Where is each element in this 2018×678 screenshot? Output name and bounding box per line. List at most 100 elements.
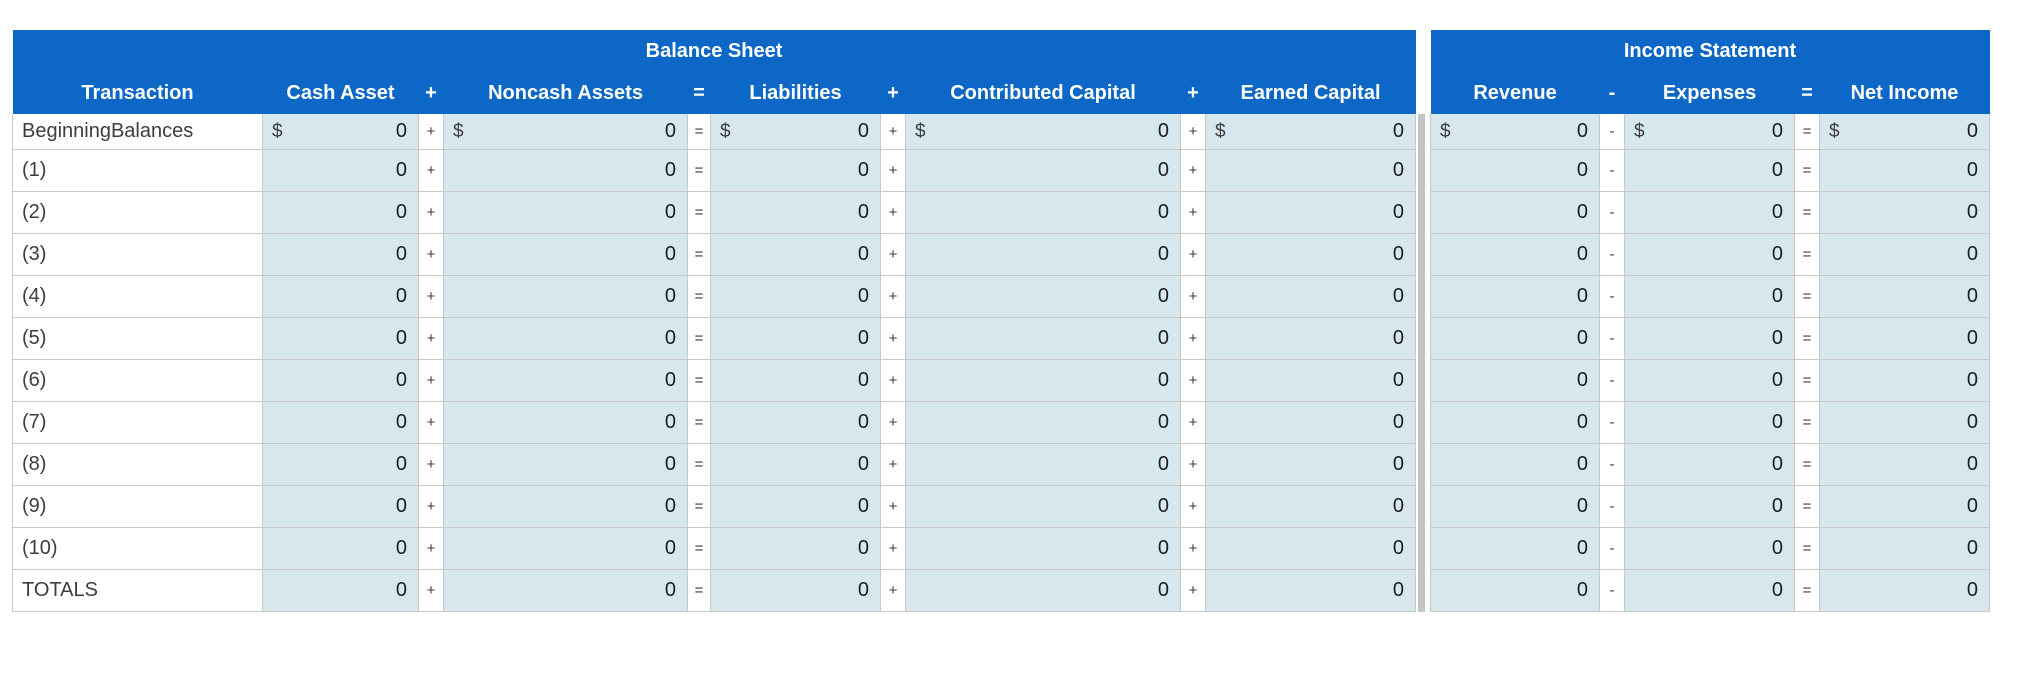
cell-liabilities[interactable]: 0 (710, 317, 881, 360)
cell-earned-capital[interactable]: 0 (1204, 359, 1417, 402)
cell-net-income[interactable]: $0 (1819, 114, 1991, 150)
cell-liabilities[interactable]: 0 (710, 443, 881, 486)
cell-liabilities[interactable]: 0 (710, 191, 881, 234)
cell-earned-capital[interactable]: 0 (1204, 275, 1417, 318)
cell-liabilities[interactable]: 0 (710, 485, 881, 528)
cell-liabilities[interactable]: 0 (710, 569, 881, 612)
cell-cash-asset[interactable]: 0 (262, 275, 419, 318)
cell-expenses[interactable]: 0 (1624, 191, 1796, 234)
cell-revenue[interactable]: 0 (1430, 191, 1601, 234)
cell-expenses[interactable]: 0 (1624, 401, 1796, 444)
cell-net-income[interactable]: 0 (1819, 569, 1991, 612)
cell-liabilities[interactable]: 0 (710, 233, 881, 276)
cell-expenses[interactable]: 0 (1624, 569, 1796, 612)
cell-revenue[interactable]: 0 (1430, 359, 1601, 402)
cell-noncash-assets[interactable]: 0 (443, 401, 688, 444)
cell-earned-capital[interactable]: $0 (1204, 114, 1417, 150)
cell-revenue[interactable]: 0 (1430, 485, 1601, 528)
cell-earned-capital[interactable]: 0 (1204, 149, 1417, 192)
cell-noncash-assets[interactable]: 0 (443, 527, 688, 570)
balance-sheet-row: (8) 0 +0 = 0 +0 +0 (12, 443, 1417, 486)
cell-noncash-assets[interactable]: $0 (443, 114, 688, 150)
cell-net-income[interactable]: 0 (1819, 275, 1991, 318)
cell-cash-asset[interactable]: 0 (262, 233, 419, 276)
cell-contributed-capital[interactable]: 0 (905, 527, 1181, 570)
cell-revenue[interactable]: 0 (1430, 569, 1601, 612)
cell-earned-capital[interactable]: 0 (1204, 233, 1417, 276)
cell-expenses[interactable]: 0 (1624, 485, 1796, 528)
cell-earned-capital[interactable]: 0 (1204, 485, 1417, 528)
cell-revenue[interactable]: $0 (1430, 114, 1601, 150)
cell-net-income[interactable]: 0 (1819, 149, 1991, 192)
cell-contributed-capital[interactable]: 0 (905, 317, 1181, 360)
cell-net-income[interactable]: 0 (1819, 191, 1991, 234)
cell-revenue[interactable]: 0 (1430, 401, 1601, 444)
cell-net-income[interactable]: 0 (1819, 401, 1991, 444)
cell-earned-capital[interactable]: 0 (1204, 191, 1417, 234)
cell-liabilities[interactable]: 0 (710, 149, 881, 192)
cell-earned-capital[interactable]: 0 (1204, 317, 1417, 360)
cell-expenses[interactable]: 0 (1624, 233, 1796, 276)
cell-expenses[interactable]: 0 (1624, 275, 1796, 318)
cell-net-income[interactable]: 0 (1819, 317, 1991, 360)
cell-net-income[interactable]: 0 (1819, 359, 1991, 402)
row-label: TOTALS (12, 569, 263, 612)
cell-cash-asset[interactable]: 0 (262, 569, 419, 612)
cell-net-income[interactable]: 0 (1819, 527, 1991, 570)
cell-earned-capital[interactable]: 0 (1204, 401, 1417, 444)
cell-cash-asset[interactable]: 0 (262, 149, 419, 192)
cell-noncash-assets[interactable]: 0 (443, 275, 688, 318)
cell-cash-asset[interactable]: 0 (262, 317, 419, 360)
cell-net-income[interactable]: 0 (1819, 485, 1991, 528)
cell-noncash-assets[interactable]: 0 (443, 569, 688, 612)
cell-contributed-capital[interactable]: 0 (905, 401, 1181, 444)
cell-revenue[interactable]: 0 (1430, 317, 1601, 360)
cell-contributed-capital[interactable]: 0 (905, 191, 1181, 234)
cell-net-income[interactable]: 0 (1819, 233, 1991, 276)
cell-earned-capital[interactable]: 0 (1204, 569, 1417, 612)
cell-noncash-assets[interactable]: 0 (443, 149, 688, 192)
cell-contributed-capital[interactable]: 0 (905, 275, 1181, 318)
cell-liabilities[interactable]: 0 (710, 527, 881, 570)
cell-contributed-capital[interactable]: 0 (905, 569, 1181, 612)
cell-contributed-capital[interactable]: 0 (905, 443, 1181, 486)
cell-earned-capital[interactable]: 0 (1204, 443, 1417, 486)
cell-expenses[interactable]: 0 (1624, 359, 1796, 402)
cell-revenue[interactable]: 0 (1430, 527, 1601, 570)
cell-liabilities[interactable]: $0 (710, 114, 881, 150)
cell-expenses[interactable]: $0 (1624, 114, 1796, 150)
cell-noncash-assets[interactable]: 0 (443, 317, 688, 360)
cell-cash-asset[interactable]: 0 (262, 191, 419, 234)
cell-revenue[interactable]: 0 (1430, 275, 1601, 318)
currency-symbol: $ (453, 120, 464, 142)
cell-cash-asset[interactable]: $0 (262, 114, 419, 150)
cell-contributed-capital[interactable]: 0 (905, 149, 1181, 192)
cell-cash-asset[interactable]: 0 (262, 527, 419, 570)
cell-cash-asset[interactable]: 0 (262, 359, 419, 402)
cell-noncash-assets[interactable]: 0 (443, 359, 688, 402)
cell-expenses[interactable]: 0 (1624, 317, 1796, 360)
cell-noncash-assets[interactable]: 0 (443, 233, 688, 276)
cell-revenue[interactable]: 0 (1430, 233, 1601, 276)
cell-contributed-capital[interactable]: 0 (905, 485, 1181, 528)
cell-liabilities[interactable]: 0 (710, 275, 881, 318)
cell-expenses[interactable]: 0 (1624, 149, 1796, 192)
cell-expenses[interactable]: 0 (1624, 527, 1796, 570)
cell-noncash-assets[interactable]: 0 (443, 443, 688, 486)
cell-noncash-assets[interactable]: 0 (443, 191, 688, 234)
cell-contributed-capital[interactable]: 0 (905, 359, 1181, 402)
cell-liabilities[interactable]: 0 (710, 401, 881, 444)
cell-cash-asset[interactable]: 0 (262, 443, 419, 486)
cell-revenue[interactable]: 0 (1430, 443, 1601, 486)
cell-cash-asset[interactable]: 0 (262, 485, 419, 528)
cell-contributed-capital[interactable]: 0 (905, 233, 1181, 276)
plus-operator: + (418, 443, 444, 486)
cell-cash-asset[interactable]: 0 (262, 401, 419, 444)
cell-contributed-capital[interactable]: $0 (905, 114, 1181, 150)
cell-expenses[interactable]: 0 (1624, 443, 1796, 486)
cell-revenue[interactable]: 0 (1430, 149, 1601, 192)
cell-liabilities[interactable]: 0 (710, 359, 881, 402)
cell-noncash-assets[interactable]: 0 (443, 485, 688, 528)
cell-net-income[interactable]: 0 (1819, 443, 1991, 486)
cell-earned-capital[interactable]: 0 (1204, 527, 1417, 570)
